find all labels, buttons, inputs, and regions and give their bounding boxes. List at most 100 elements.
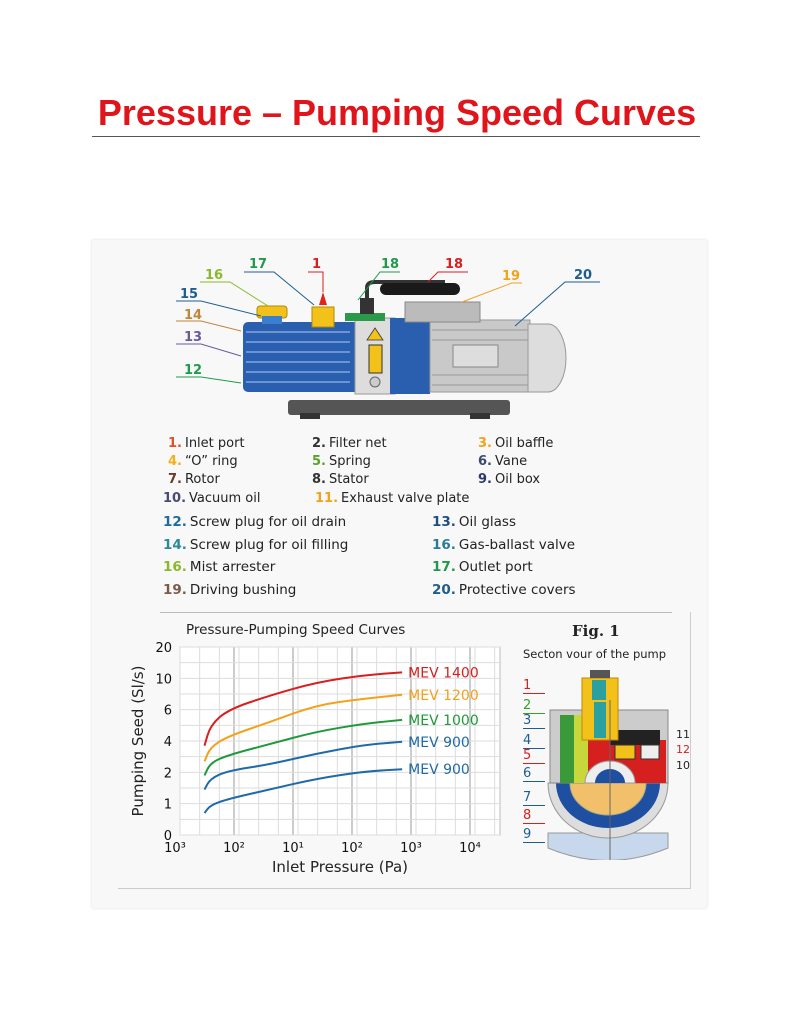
legend-item: 7. Rotor: [168, 472, 220, 487]
legend-number: 5.: [312, 454, 326, 469]
y-tick-label: 1: [164, 798, 172, 813]
section-callout: 11: [676, 728, 690, 741]
callout-20: 20: [574, 268, 593, 283]
legend-item: 11. Exhaust valve plate: [315, 491, 469, 506]
section-callout: 8: [523, 808, 545, 824]
legend-number: 11.: [315, 491, 339, 506]
callout-19: 19: [502, 269, 521, 284]
inlet-port: [311, 306, 335, 328]
chart-title: Pressure-Pumping Speed Curves: [186, 622, 406, 638]
series-line: [203, 740, 403, 791]
series-label: MEV 900: [408, 735, 470, 751]
legend-number: 16.: [163, 559, 187, 575]
legend-item: 14. Screw plug for oil filling: [163, 537, 348, 553]
legend-number: 14.: [163, 537, 187, 553]
fig-title: Fig. 1: [572, 622, 620, 640]
page-title: Pressure – Pumping Speed Curves: [97, 92, 697, 133]
legend-number: 4.: [168, 454, 182, 469]
section-callout: 12: [676, 743, 690, 756]
legend-item: 8. Stator: [312, 472, 369, 487]
legend-item: 10. Vacuum oil: [163, 491, 260, 506]
series-line: [203, 718, 403, 776]
legend-label: Oil glass: [458, 514, 517, 530]
section-callout: 3: [523, 713, 545, 729]
legend-number: 20.: [432, 582, 456, 598]
legend-label: Stator: [328, 472, 369, 487]
pump-base: [288, 400, 510, 415]
y-tick-label: 2: [164, 766, 172, 781]
legend-number: 7.: [168, 472, 182, 487]
section-callout: 1: [523, 678, 545, 694]
legend-label: Exhaust valve plate: [341, 491, 470, 506]
legend-number: 6.: [478, 454, 492, 469]
x-axis-label: Inlet Pressure (Pa): [272, 858, 408, 876]
section-callout: 2: [523, 698, 545, 714]
y-tick-label: 6: [164, 704, 172, 719]
callout-leader-lines: [176, 271, 600, 384]
section-callout: 5: [523, 748, 545, 764]
legend-label: Screw plug for oil drain: [189, 514, 347, 530]
legend-item: 5. Spring: [312, 454, 371, 469]
section-callout: 6: [523, 766, 545, 782]
handle: [380, 283, 460, 295]
legend-number: 8.: [312, 472, 326, 487]
y-tick-label: 10: [155, 672, 172, 687]
y-tick-label: 4: [164, 735, 172, 750]
legend-label: Vane: [494, 454, 528, 469]
y-tick-label: 0: [164, 829, 172, 844]
section-divider: [160, 612, 672, 613]
x-tick-label: 10⁴: [459, 841, 481, 856]
legend-label: Rotor: [184, 472, 220, 487]
y-tick-label: 20: [155, 641, 172, 656]
legend-number: 3.: [478, 436, 492, 451]
legend-number: 1.: [168, 436, 182, 451]
section-callout: 9: [523, 827, 545, 843]
x-tick-label: 10¹: [282, 841, 304, 856]
pump-illustration: [243, 280, 567, 419]
section-callout: 7: [523, 790, 545, 806]
section-callout: 10: [676, 759, 690, 772]
legend-number: 10.: [163, 491, 187, 506]
legend-item: 12. Screw plug for oil drain: [163, 514, 346, 530]
legend-number: 16.: [432, 537, 456, 553]
legend-item: 20. Protective covers: [432, 582, 576, 598]
warning-icon: [366, 327, 384, 341]
legend-item: 16. Gas-ballast valve: [432, 537, 575, 553]
legend-label: Screw plug for oil filling: [189, 537, 349, 553]
legend-label: Protective covers: [458, 582, 576, 598]
oil-sight-glass: [368, 344, 383, 374]
fig-subtitle: Secton vour of the pump: [523, 647, 667, 661]
legend-item: 4. “O” ring: [168, 454, 238, 469]
series-label: MEV 1400: [408, 665, 479, 681]
callout-18a: 18: [381, 257, 400, 272]
callout-1: 1: [312, 257, 322, 272]
pump-section-view: [547, 670, 669, 860]
callout-17: 17: [249, 257, 268, 272]
legend-item: 13. Oil glass: [432, 514, 516, 530]
x-tick-label: 10²: [223, 841, 245, 856]
legend-label: Outlet port: [458, 559, 533, 575]
legend-number: 12.: [163, 514, 187, 530]
x-tick-label: 10³: [164, 841, 186, 856]
motor-end-cap: [527, 323, 567, 393]
section-callout: 4: [523, 733, 545, 749]
legend-label: Inlet port: [184, 436, 245, 451]
legend-number: 2.: [312, 436, 326, 451]
legend-number: 9.: [478, 472, 492, 487]
callout-15: 15: [180, 287, 199, 302]
callout-18b: 18: [445, 257, 464, 272]
legend-item: 1. Inlet port: [168, 436, 245, 451]
legend-label: Filter net: [328, 436, 387, 451]
chart-frame: [118, 612, 691, 889]
legend-item: 19. Driving bushing: [163, 582, 296, 598]
legend-label: Driving bushing: [189, 582, 297, 598]
callout-12: 12: [184, 363, 203, 378]
legend-label: Oil baffle: [494, 436, 554, 451]
series-label: MEV 1000: [408, 713, 479, 729]
legend-number: 19.: [163, 582, 187, 598]
series-line: [203, 768, 403, 814]
legend-label: “O” ring: [184, 454, 238, 469]
x-tick-label: 10²: [341, 841, 363, 856]
legend-item: 9. Oil box: [478, 472, 540, 487]
